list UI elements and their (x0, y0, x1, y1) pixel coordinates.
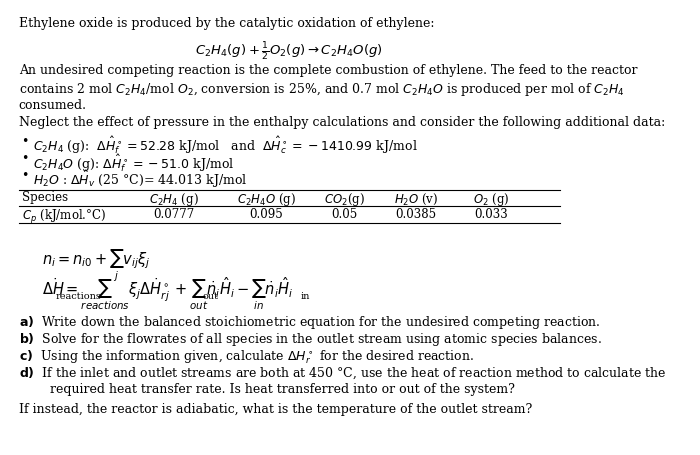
Text: 0.033: 0.033 (474, 208, 508, 221)
Text: $\dot{\Delta H} = \sum_{reactions} \xi_j \Delta\dot{H}_{rj}^\circ + \sum_{out} \: $\dot{\Delta H} = \sum_{reactions} \xi_j… (42, 275, 293, 312)
Text: $H_2O$ (v): $H_2O$ (v) (394, 191, 438, 207)
Text: •: • (22, 169, 29, 182)
Text: $C_2H_4(g) + \frac{1}{2}O_2(g) \rightarrow C_2H_4O(g)$: $C_2H_4(g) + \frac{1}{2}O_2(g) \rightarr… (195, 41, 383, 63)
Text: $n_i = n_{i0} + \sum_j v_{ij}\xi_j$: $n_i = n_{i0} + \sum_j v_{ij}\xi_j$ (42, 248, 150, 284)
Text: $\mathbf{c)}$  Using the information given, calculate $\Delta H_r^\circ$ for the: $\mathbf{c)}$ Using the information give… (19, 348, 474, 366)
Text: contains 2 mol $C_2H_4$/mol $O_2$, conversion is 25%, and 0.7 mol $C_2H_4O$ is p: contains 2 mol $C_2H_4$/mol $O_2$, conve… (19, 81, 624, 98)
Text: $C_2H_4$ (g): $C_2H_4$ (g) (149, 191, 199, 208)
Text: $C_2H_4O$ (g): $\Delta\hat{H}_f^\circ = -51.0$ kJ/mol: $C_2H_4O$ (g): $\Delta\hat{H}_f^\circ = … (33, 152, 235, 173)
Text: •: • (22, 135, 29, 148)
Text: $C_2H_4$ (g):  $\Delta\hat{H}_f^\circ = 52.28$ kJ/mol   and  $\Delta\hat{H}_c^\c: $C_2H_4$ (g): $\Delta\hat{H}_f^\circ = 5… (33, 135, 418, 157)
Text: $CO_2$(g): $CO_2$(g) (323, 191, 365, 208)
Text: Ethylene oxide is produced by the catalytic oxidation of ethylene:: Ethylene oxide is produced by the cataly… (19, 17, 434, 30)
Text: in: in (301, 292, 310, 301)
Text: consumed.: consumed. (19, 99, 87, 111)
Text: $\mathbf{a)}$  Write down the balanced stoichiometric equation for the undesired: $\mathbf{a)}$ Write down the balanced st… (19, 314, 600, 331)
Text: $C_2H_4O$ (g): $C_2H_4O$ (g) (237, 191, 296, 208)
Text: 0.0385: 0.0385 (395, 208, 437, 221)
Text: required heat transfer rate. Is heat transferred into or out of the system?: required heat transfer rate. Is heat tra… (50, 383, 515, 395)
Text: $O_2$ (g): $O_2$ (g) (473, 191, 509, 208)
Text: $\mathbf{d)}$  If the inlet and outlet streams are both at 450 °C, use the heat : $\mathbf{d)}$ If the inlet and outlet st… (19, 365, 666, 381)
Text: If instead, the reactor is adiabatic, what is the temperature of the outlet stre: If instead, the reactor is adiabatic, wh… (19, 403, 532, 416)
Text: 0.05: 0.05 (331, 208, 357, 221)
Text: $C_p$ (kJ/mol.°C): $C_p$ (kJ/mol.°C) (22, 208, 106, 226)
Text: out: out (203, 292, 219, 301)
Text: Neglect the effect of pressure in the enthalpy calculations and consider the fol: Neglect the effect of pressure in the en… (19, 116, 665, 129)
Text: An undesired competing reaction is the complete combustion of ethylene. The feed: An undesired competing reaction is the c… (19, 64, 637, 77)
Text: $H_2O$ : $\Delta\hat{H}_v$ (25 °C)= 44.013 kJ/mol: $H_2O$ : $\Delta\hat{H}_v$ (25 °C)= 44.0… (33, 169, 247, 190)
Text: Species: Species (22, 191, 68, 204)
Text: •: • (22, 152, 29, 165)
Text: reactions: reactions (56, 292, 102, 301)
Text: 0.0777: 0.0777 (153, 208, 195, 221)
Text: 0.095: 0.095 (249, 208, 283, 221)
Text: $\mathbf{b)}$  Solve for the flowrates of all species in the outlet stream using: $\mathbf{b)}$ Solve for the flowrates of… (19, 331, 601, 348)
